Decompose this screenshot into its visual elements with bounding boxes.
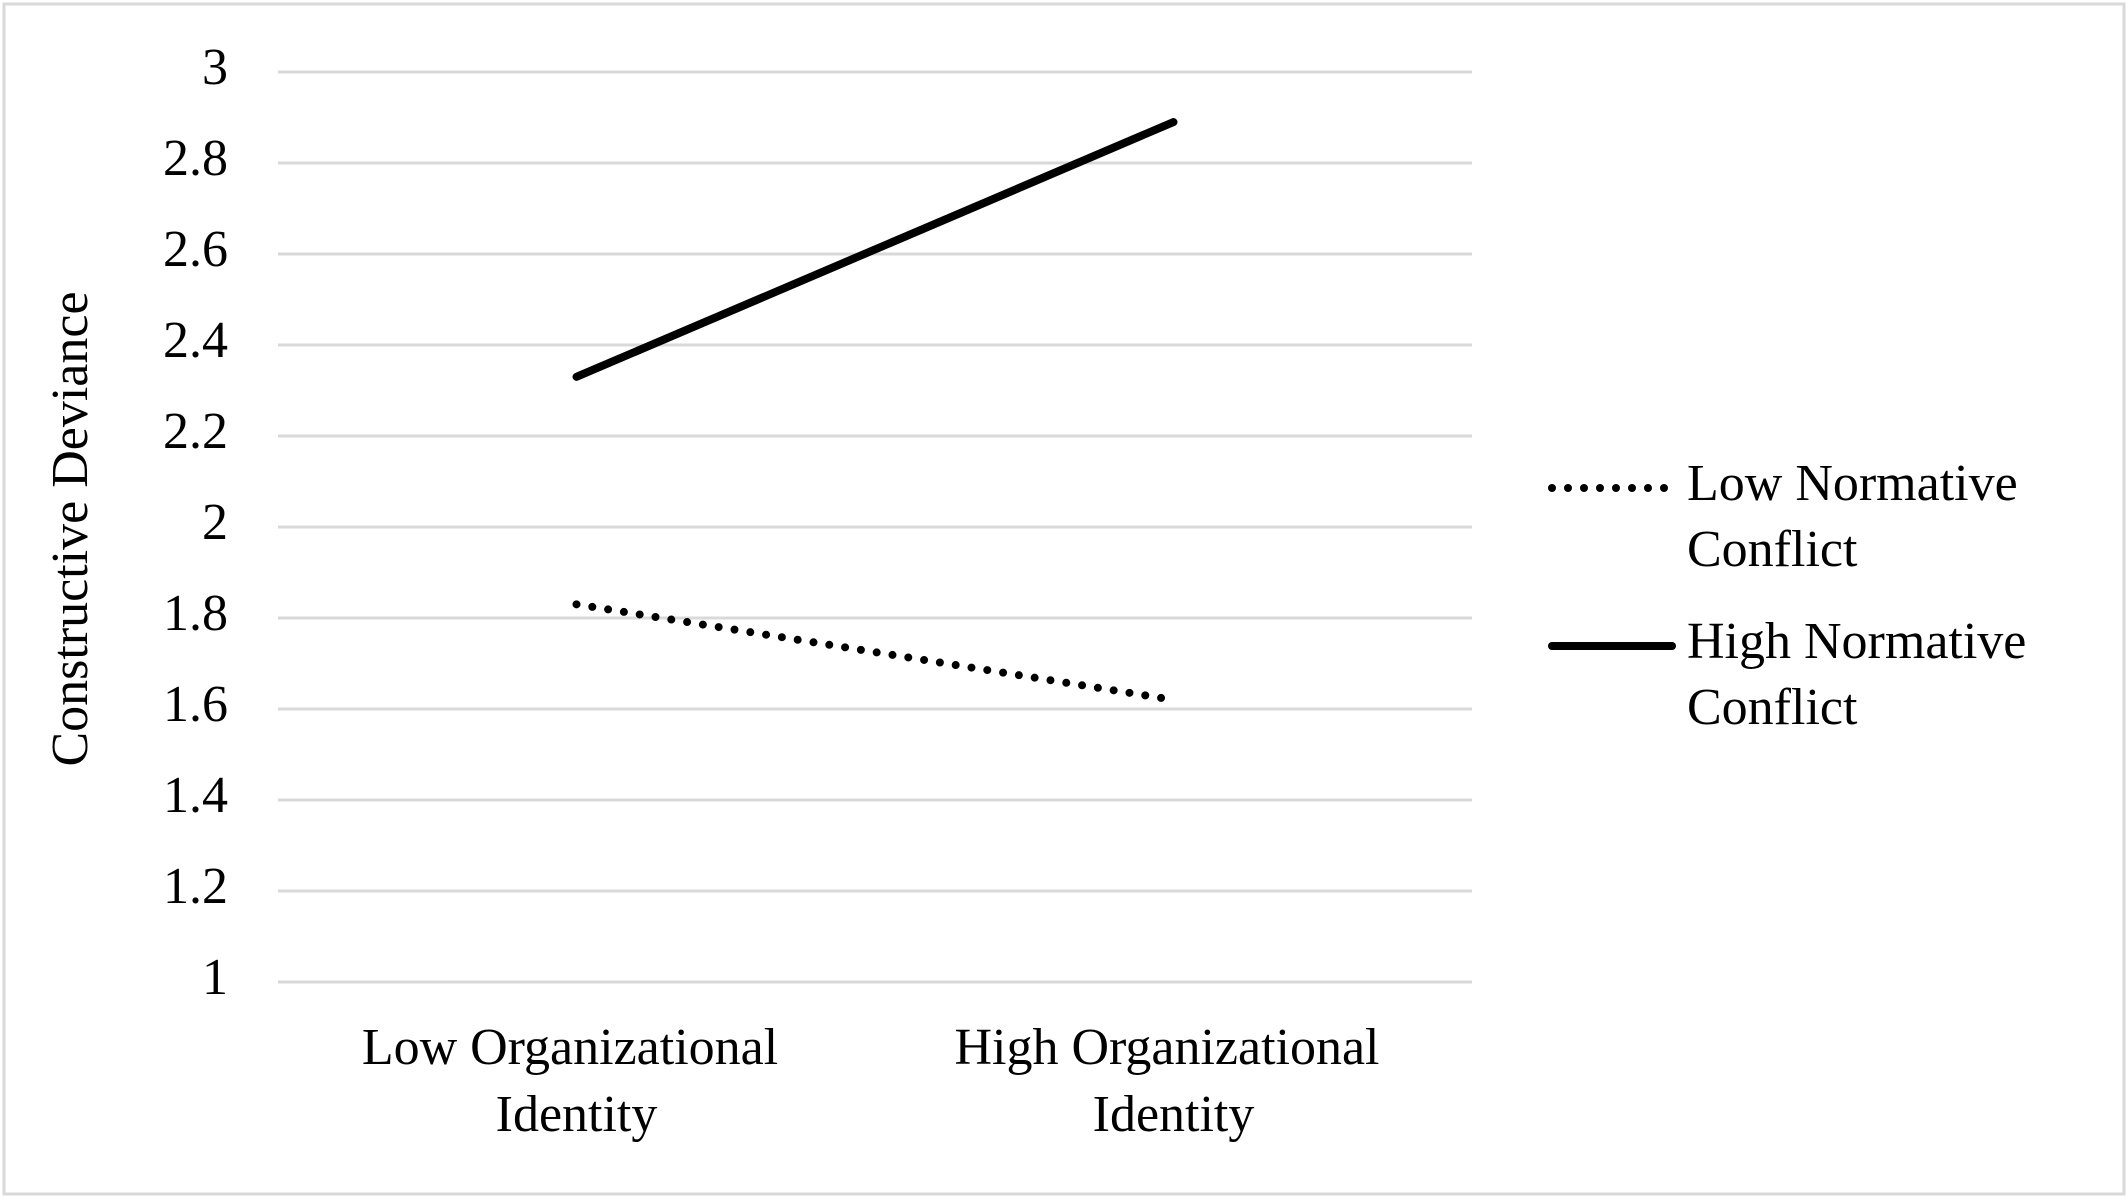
y-tick-label: 1.8: [163, 585, 228, 642]
y-tick-label: 2: [202, 494, 228, 551]
x-tick-label: Low Organizational Identity: [362, 1019, 791, 1143]
y-tick-label: 1.6: [163, 676, 228, 733]
y-tick-label: 2.8: [163, 130, 228, 187]
y-tick-label: 1.4: [163, 767, 228, 824]
y-axis-title: Constructive Deviance: [42, 291, 99, 766]
x-tick-label: High Organizational Identity: [954, 1019, 1392, 1143]
y-tick-label: 2.4: [163, 312, 228, 369]
y-tick-label: 3: [202, 39, 228, 96]
data-line: [572, 600, 1178, 704]
y-tick-label: 1.2: [163, 858, 228, 915]
legend-label: High Normative Conflict: [1687, 613, 2039, 736]
y-tick-label: 1: [202, 949, 228, 1006]
legend-label: Low Normative Conflict: [1687, 455, 2031, 578]
data-line: [572, 118, 1178, 381]
y-tick-label: 2.6: [163, 221, 228, 278]
y-tick-label: 2.2: [163, 403, 228, 460]
